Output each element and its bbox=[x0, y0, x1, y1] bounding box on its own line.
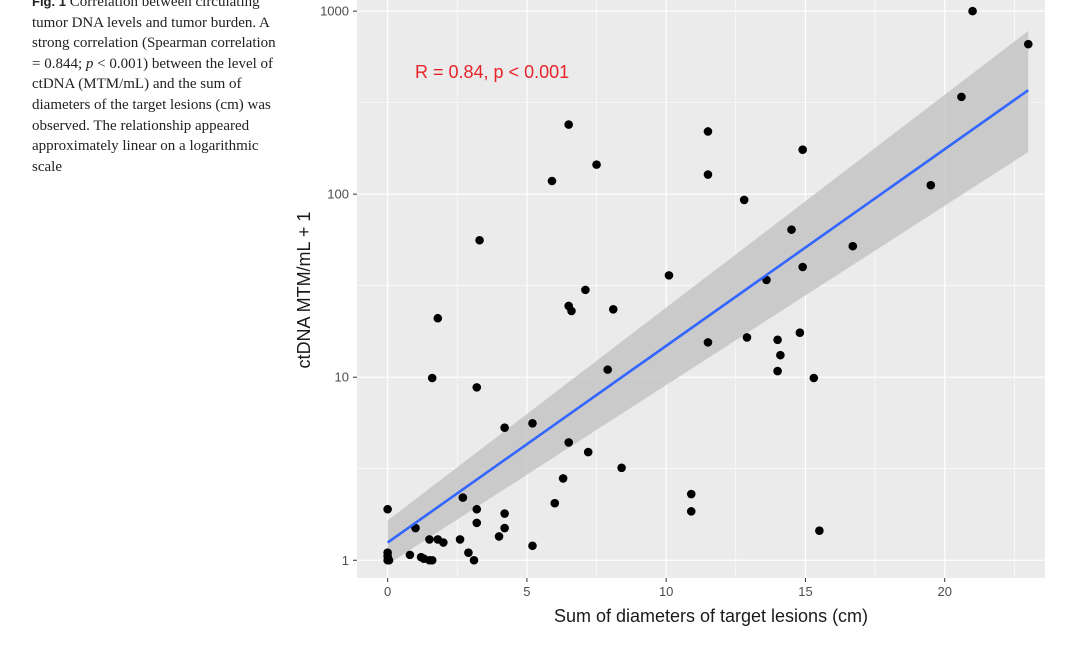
data-point bbox=[383, 548, 392, 557]
data-point bbox=[500, 509, 509, 518]
data-point bbox=[550, 498, 560, 508]
data-point bbox=[564, 438, 573, 447]
data-point bbox=[383, 504, 392, 514]
data-point bbox=[464, 548, 473, 557]
data-point bbox=[603, 365, 612, 374]
data-point bbox=[558, 474, 568, 483]
x-tick-label: 15 bbox=[798, 584, 812, 599]
data-point bbox=[500, 423, 509, 432]
data-point bbox=[455, 535, 465, 544]
data-point bbox=[815, 526, 824, 536]
caption-p-symbol: p bbox=[85, 55, 94, 72]
data-point bbox=[405, 550, 415, 560]
data-point bbox=[384, 555, 394, 565]
regression-line bbox=[386, 89, 1030, 544]
x-tick-label: 0 bbox=[384, 584, 391, 599]
data-point bbox=[809, 373, 819, 383]
data-points bbox=[383, 6, 1033, 565]
data-point bbox=[472, 383, 482, 392]
data-point bbox=[686, 507, 696, 516]
x-axis-title: Sum of diameters of target lesions (cm) bbox=[554, 606, 868, 626]
data-point bbox=[703, 170, 713, 179]
x-tick-label: 5 bbox=[523, 584, 530, 599]
data-point bbox=[926, 180, 936, 190]
axis-ticks: 0 5 10 15 20 1 10 100 1000 bbox=[320, 4, 952, 599]
data-point bbox=[475, 235, 484, 245]
data-point bbox=[439, 538, 448, 547]
data-point bbox=[469, 555, 479, 565]
y-axis-title: ctDNA MTM/mL + 1 bbox=[294, 212, 314, 369]
data-point bbox=[798, 145, 807, 154]
data-point bbox=[773, 335, 782, 345]
data-point bbox=[798, 262, 807, 272]
data-point bbox=[500, 523, 509, 533]
data-point bbox=[703, 127, 713, 136]
data-point bbox=[592, 160, 601, 169]
correlation-annotation: R = 0.84, p < 0.001 bbox=[415, 62, 569, 82]
y-tick-label: 100 bbox=[327, 187, 349, 202]
data-point bbox=[581, 285, 590, 295]
data-point bbox=[567, 306, 576, 316]
figure-caption: Fig. 1 Correlation between circulating t… bbox=[32, 0, 282, 177]
data-point bbox=[583, 447, 593, 457]
caption-text-1: Correlation between circulating tumor DN… bbox=[32, 0, 276, 72]
data-point bbox=[427, 373, 437, 383]
data-point bbox=[528, 419, 537, 428]
data-point bbox=[494, 532, 504, 541]
data-point bbox=[968, 6, 977, 16]
data-point bbox=[739, 195, 749, 205]
x-tick-label: 20 bbox=[937, 584, 951, 599]
data-point bbox=[703, 338, 713, 347]
data-point bbox=[433, 313, 443, 323]
data-point bbox=[787, 225, 796, 234]
caption-text-2: < 0.001) between the level of ctDNA (MTM… bbox=[32, 55, 274, 175]
y-tick-label: 1000 bbox=[320, 4, 349, 19]
y-tick-label: 1 bbox=[342, 553, 349, 568]
data-point bbox=[547, 176, 557, 186]
data-point bbox=[472, 518, 482, 528]
data-point bbox=[608, 304, 618, 314]
data-point bbox=[957, 92, 966, 102]
data-point bbox=[1023, 39, 1033, 49]
data-point bbox=[528, 541, 537, 551]
data-point bbox=[795, 328, 805, 338]
data-point bbox=[664, 271, 674, 280]
data-point bbox=[686, 489, 696, 499]
figure-label: Fig. 1 bbox=[32, 0, 66, 9]
y-tick-label: 10 bbox=[335, 370, 349, 385]
data-point bbox=[776, 350, 785, 360]
x-tick-label: 10 bbox=[659, 584, 673, 599]
data-point bbox=[617, 463, 626, 473]
data-point bbox=[472, 504, 482, 514]
data-point bbox=[564, 120, 573, 129]
data-point bbox=[458, 493, 468, 502]
data-point bbox=[742, 333, 752, 342]
data-point bbox=[427, 555, 437, 565]
data-point bbox=[425, 535, 434, 544]
data-point bbox=[848, 241, 858, 251]
data-point bbox=[773, 366, 782, 376]
